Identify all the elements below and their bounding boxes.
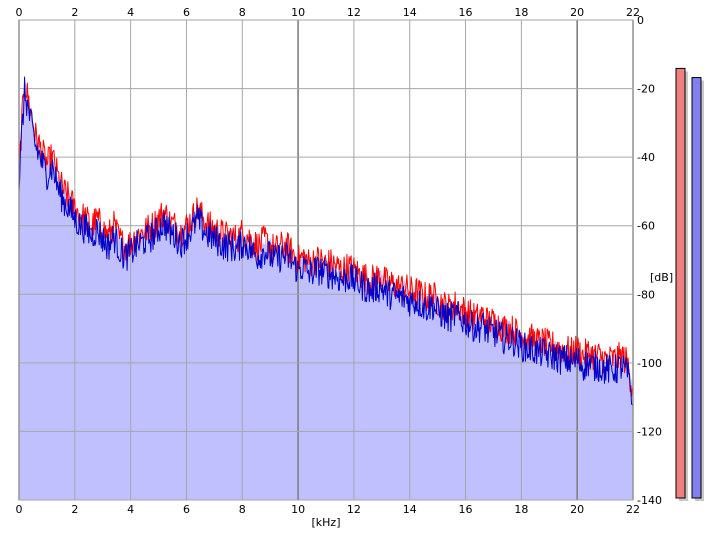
x-tick-label: 4: [127, 503, 134, 516]
x-tick-label: 8: [239, 503, 246, 516]
x-tick-label: 2: [71, 503, 78, 516]
y-tick-label: -140: [637, 494, 662, 507]
y-tick-label: 0: [637, 14, 644, 27]
x-tick-label-top: 6: [183, 6, 190, 19]
y-axis-label: [dB]: [650, 271, 673, 284]
y-tick-label: -40: [637, 151, 655, 164]
level-meter-left: [675, 67, 686, 499]
x-tick-label: 16: [459, 503, 473, 516]
x-tick-label-top: 14: [403, 6, 417, 19]
x-tick-label: 12: [347, 503, 361, 516]
spectrum-fill: [19, 82, 633, 500]
y-tick-label: -80: [637, 288, 655, 301]
y-tick-label: -100: [637, 357, 662, 370]
x-tick-label-top: 4: [127, 6, 134, 19]
x-tick-label: 14: [403, 503, 417, 516]
x-tick-label: 6: [183, 503, 190, 516]
x-tick-label: 20: [570, 503, 584, 516]
x-tick-label: 22: [626, 503, 640, 516]
x-tick-label-top: 20: [570, 6, 584, 19]
x-tick-label-top: 16: [459, 6, 473, 19]
x-tick-label-top: 2: [71, 6, 78, 19]
level-meter-right: [691, 77, 702, 499]
series-right-channel: [18, 76, 634, 406]
y-tick-label: -60: [637, 220, 655, 233]
x-tick-label: 18: [514, 503, 528, 516]
x-tick-label-top: 10: [291, 6, 305, 19]
x-tick-label: 0: [16, 503, 23, 516]
x-axis-label: [kHz]: [312, 516, 341, 529]
plot-border: [18, 19, 634, 501]
x-tick-label: 10: [291, 503, 305, 516]
y-tick-label: -20: [637, 83, 655, 96]
x-tick-label-top: 12: [347, 6, 361, 19]
x-tick-label-top: 0: [16, 6, 23, 19]
x-tick-label-top: 18: [514, 6, 528, 19]
x-tick-label-top: 8: [239, 6, 246, 19]
y-tick-label: -120: [637, 425, 662, 438]
x-tick-label-top: 22: [626, 6, 640, 19]
